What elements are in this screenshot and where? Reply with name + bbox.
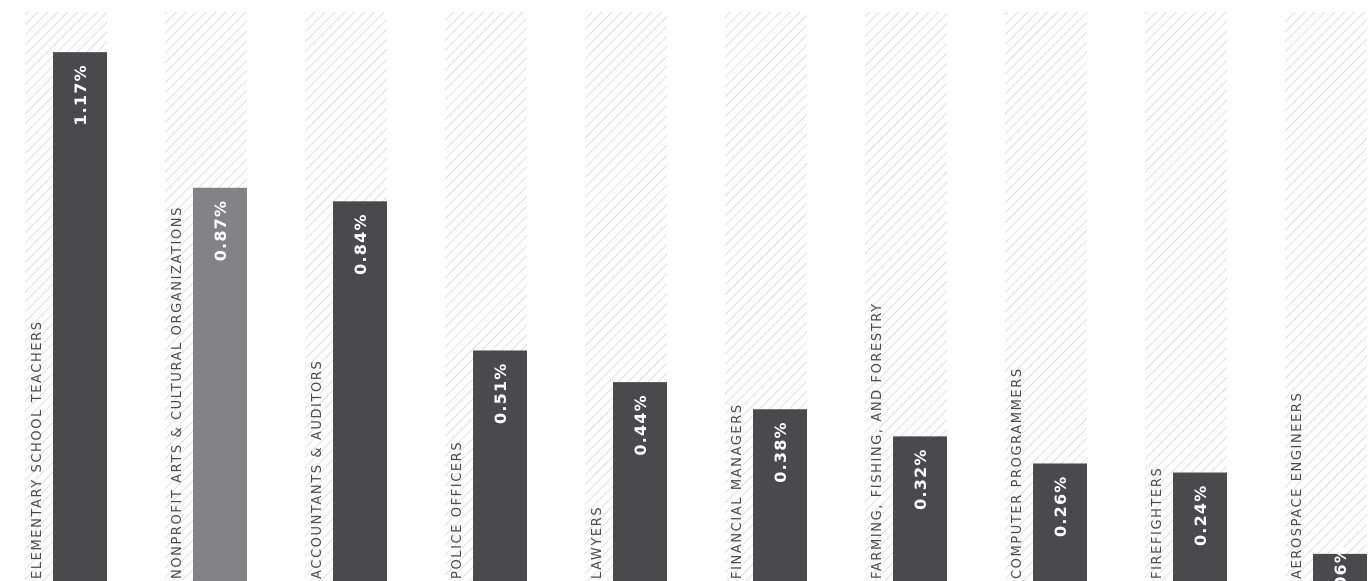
- value-label: 0.87%: [211, 200, 230, 262]
- value-label: 0.32%: [911, 448, 930, 510]
- category-label: FARMING, FISHING, AND FORESTRY: [870, 302, 885, 579]
- value-label: 1.17%: [71, 64, 90, 126]
- category-label: COMPUTER PROGRAMMERS: [1010, 367, 1025, 579]
- category-label: POLICE OFFICERS: [450, 441, 465, 579]
- value-labels-group: 1.17% 0.87% 0.84% 0.51% 0.44% 0.38% 0.32% 0.26%…: [71, 64, 1350, 581]
- category-label: FIREFIGHTERS: [1150, 467, 1165, 579]
- bars-group: [53, 52, 1367, 581]
- category-label: ELEMENTARY SCHOOL TEACHERS: [30, 320, 45, 579]
- bar: [333, 201, 387, 581]
- bar: [193, 187, 247, 581]
- category-label: ACCOUNTANTS & AUDITORS: [310, 360, 325, 579]
- bar: [473, 350, 527, 581]
- category-label: NONPROFIT ARTS & CULTURAL ORGANIZATIONS: [170, 206, 185, 579]
- value-label: 0.44%: [631, 394, 650, 456]
- category-label: LAWYERS: [590, 506, 605, 579]
- category-labels-group: ELEMENTARY SCHOOL TEACHERS NONPROFIT ARTS…: [30, 206, 1305, 579]
- bar: [613, 382, 667, 581]
- bar: [1173, 472, 1227, 581]
- value-label: 0.06%: [1331, 546, 1350, 581]
- hatch-column: [1285, 12, 1367, 581]
- bar: [1033, 463, 1087, 581]
- category-label: FINANCIAL MANAGERS: [730, 403, 745, 579]
- value-label: 0.24%: [1191, 485, 1210, 547]
- value-label: 0.38%: [771, 421, 790, 483]
- bar: [753, 409, 807, 581]
- category-label: AEROSPACE ENGINEERS: [1290, 392, 1305, 579]
- bar: [893, 436, 947, 581]
- bar: [1313, 553, 1367, 581]
- value-label: 0.84%: [351, 213, 370, 275]
- value-label: 0.26%: [1051, 475, 1070, 537]
- value-label: 0.51%: [491, 362, 510, 424]
- bar: [53, 52, 107, 581]
